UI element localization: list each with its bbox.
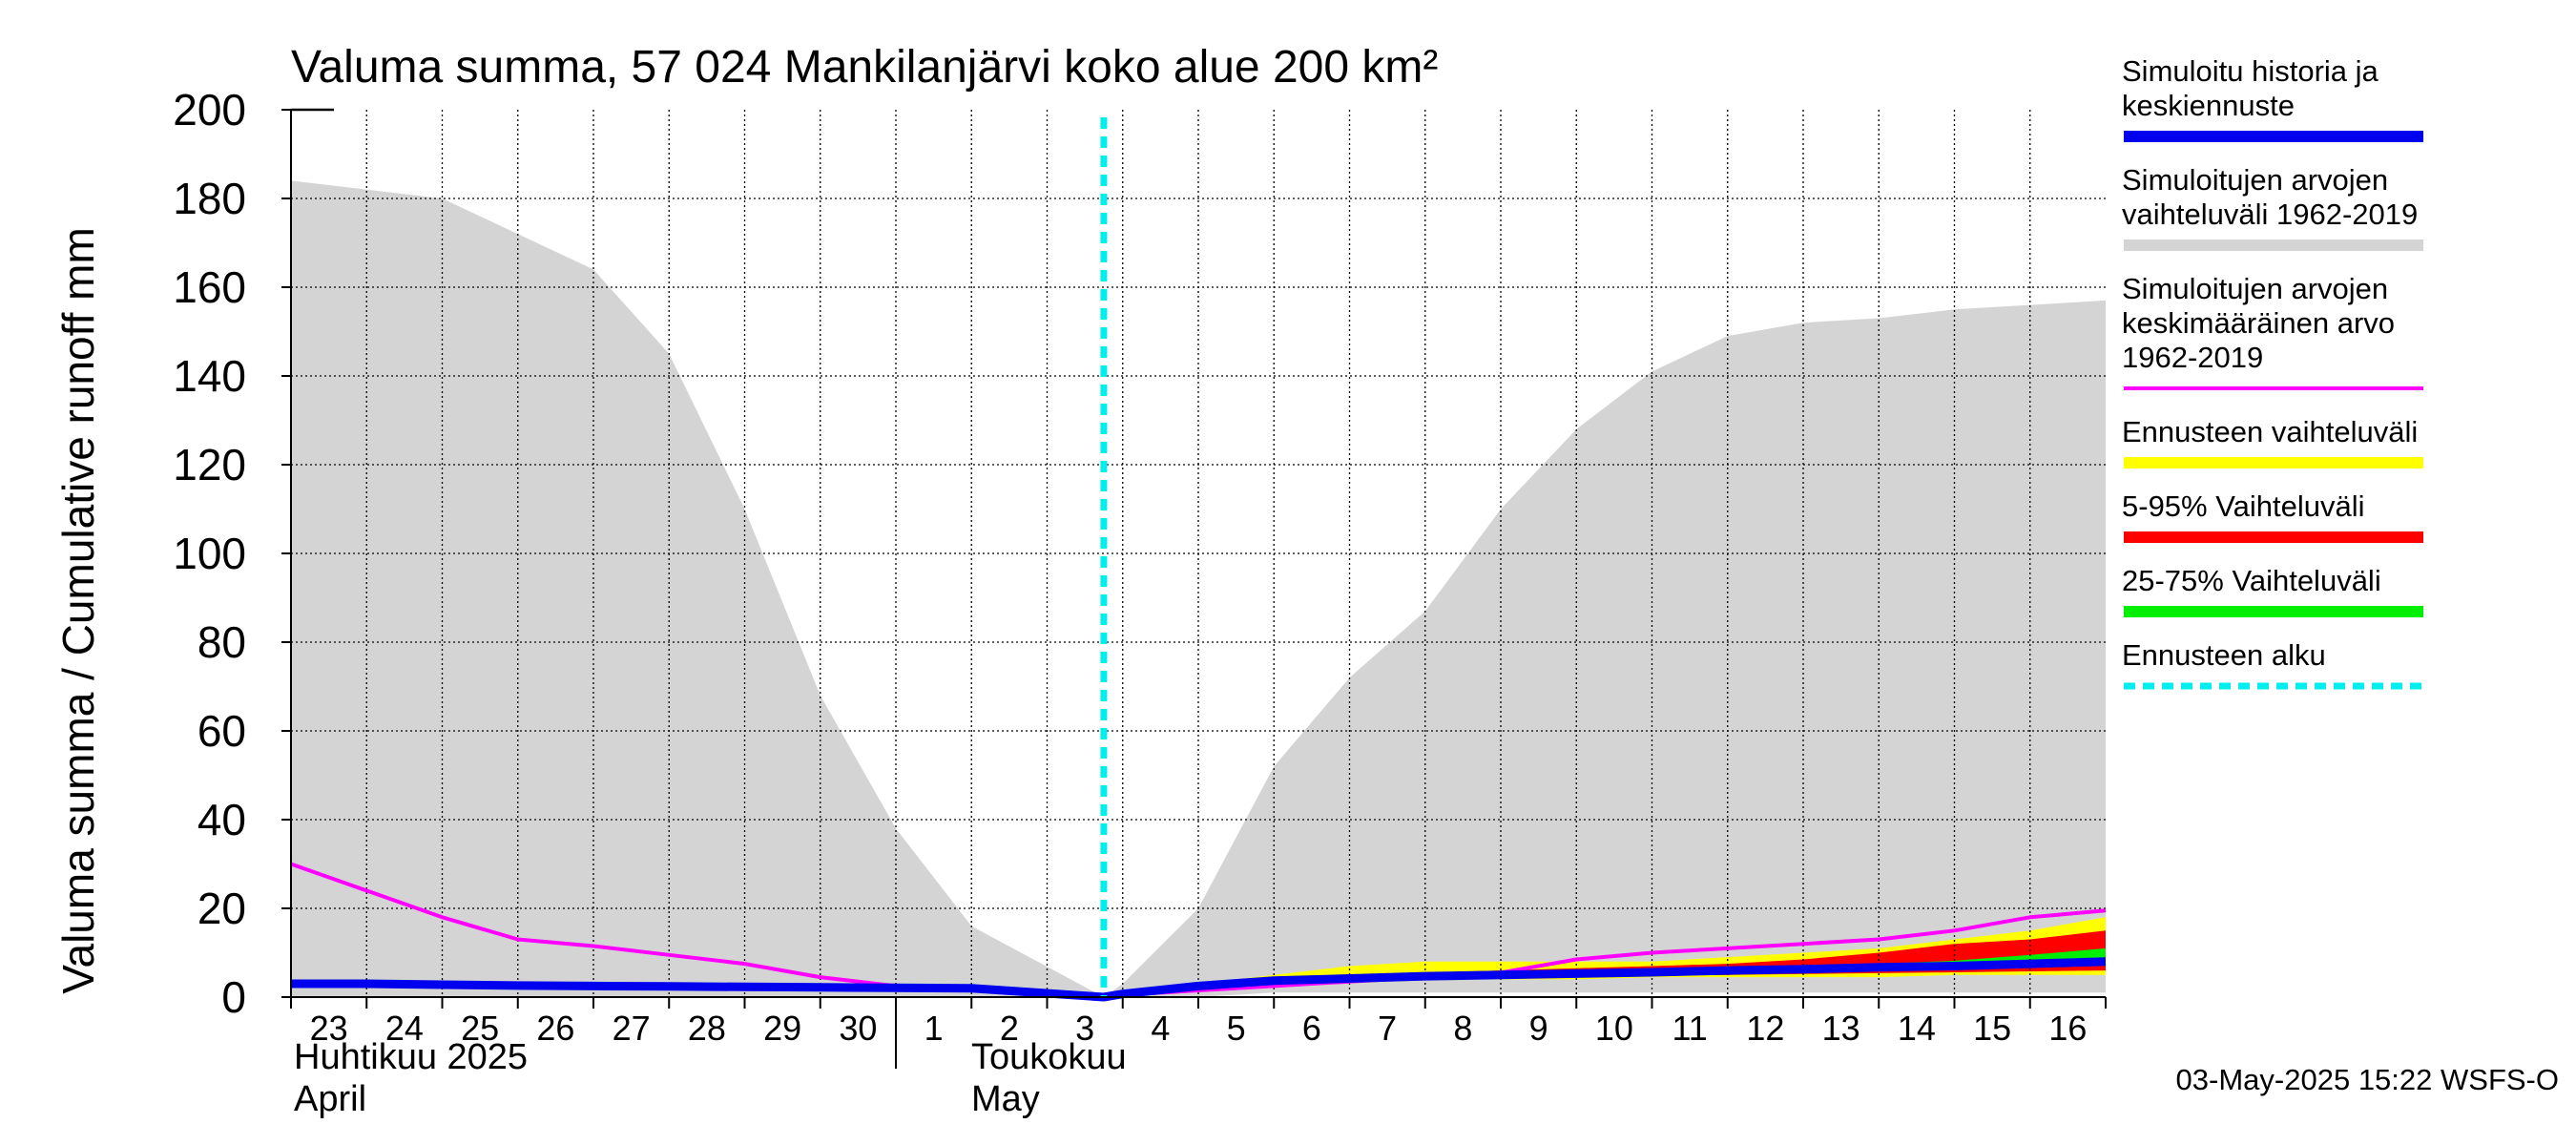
chart-title: Valuma summa, 57 024 Mankilanjärvi koko … [291,42,1438,93]
x-tick-label: 5 [1227,1009,1246,1048]
x-tick-label: 3 [1075,1009,1094,1048]
month-label-april-en: April [294,1079,366,1119]
x-tick-label: 8 [1453,1009,1472,1048]
legend-item: 5-95% Vaihteluväli [2122,489,2423,543]
legend-item: Ennusteen alku [2122,638,2423,690]
legend-label: Ennusteen alku [2122,638,2326,672]
x-tick-label: 27 [613,1009,651,1048]
x-tick-label: 15 [1973,1009,2011,1048]
x-tick-label: 2 [1000,1009,1019,1048]
y-tick-label: 0 [221,972,246,1022]
legend-label: Simuloitu historia ja [2122,54,2379,88]
legend-item: Ennusteen vaihteluväli [2122,415,2423,468]
x-tick-label: 16 [2048,1009,2087,1048]
legend-label: Ennusteen vaihteluväli [2122,415,2418,448]
month-label-may-en: May [971,1079,1040,1119]
legend-item: 25-75% Vaihteluväli [2122,564,2423,617]
x-tick-label: 12 [1746,1009,1784,1048]
x-tick-label: 24 [385,1009,424,1048]
footer-timestamp: 03-May-2025 15:22 WSFS-O [2176,1063,2559,1096]
x-tick-label: 13 [1822,1009,1860,1048]
x-tick-label: 10 [1595,1009,1633,1048]
x-tick-label: 11 [1672,1009,1707,1048]
month-label-april-fi: Huhtikuu 2025 [294,1037,528,1077]
line-simuloitujen-arvojen-keskim-r-inen-arvo-1962-2019 [290,862,2107,999]
x-tick-label: 6 [1302,1009,1321,1048]
y-tick-label: 200 [173,85,246,135]
y-tick-label: 160 [173,262,246,312]
x-tick-label: 4 [1151,1009,1170,1048]
legend-label: keskimääräinen arvo [2122,306,2395,340]
x-tick-label: 29 [763,1009,801,1048]
line-layer [290,117,2107,1002]
y-tick-label: 60 [197,706,246,756]
y-tick-label: 20 [197,884,246,933]
x-tick-label: 28 [688,1009,726,1048]
legend-label: 1962-2019 [2122,341,2263,374]
y-tick-label: 180 [173,174,246,223]
x-tick-label: 7 [1378,1009,1397,1048]
legend-label: Simuloitujen arvojen [2122,272,2388,305]
x-tick-label: 23 [310,1009,348,1048]
y-tick-label: 140 [173,351,246,401]
month-label-may-fi: Toukokuu [971,1037,1127,1077]
x-tick-label: 25 [461,1009,499,1048]
legend: Simuloitu historia jakeskiennusteSimuloi… [2122,54,2423,690]
y-tick-label: 120 [173,440,246,489]
legend-label: vaihteluväli 1962-2019 [2122,198,2418,231]
x-tick-label: 14 [1898,1009,1936,1048]
y-tick-label: 40 [197,795,246,844]
x-tick-label: 1 [924,1009,944,1048]
line-simuloitu-historia-ja-keskiennuste [291,957,2107,1002]
y-tick-label: 80 [197,617,246,667]
x-tick-label: 30 [839,1009,877,1048]
legend-label: Simuloitujen arvojen [2122,163,2388,197]
x-tick-label: 9 [1529,1009,1548,1048]
y-tick-label: 100 [173,529,246,578]
legend-label: 25-75% Vaihteluväli [2122,564,2381,597]
legend-label: keskiennuste [2122,89,2295,122]
x-tick-label: 26 [536,1009,574,1048]
y-axis-label: Valuma summa / Cumulative runoff mm [53,227,103,994]
grid-layer [291,110,2106,997]
legend-label: 5-95% Vaihteluväli [2122,489,2364,523]
